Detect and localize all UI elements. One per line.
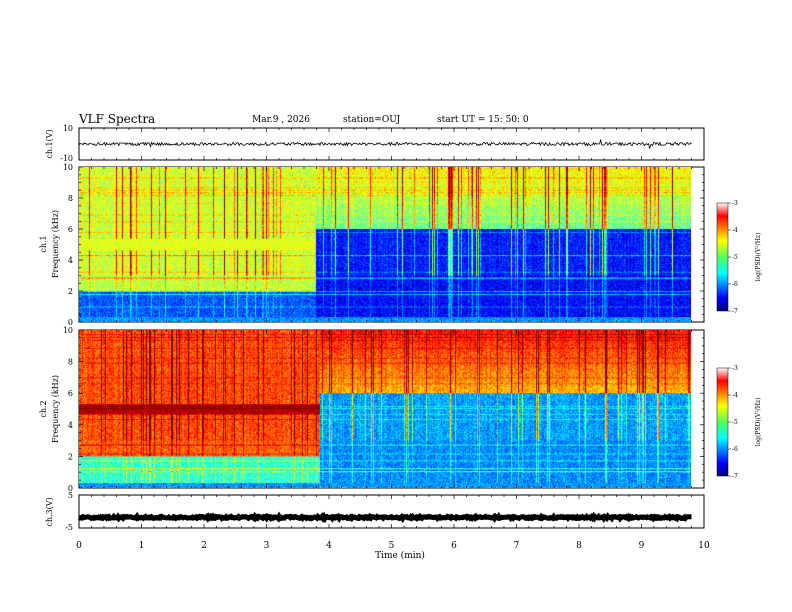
spec-ytick-label: 4 [68,256,73,265]
ch1-colorbar-label: log(PSD)(V²/Hz) [755,233,762,282]
ch1-ytick-label: 10 [63,124,73,133]
x-tick-label: 5 [389,541,395,551]
x-tick-label: 1 [139,541,145,551]
spec-ytick-label: 8 [68,358,73,367]
spec-ytick-label: 10 [63,163,73,172]
ch3-panel-frame [78,494,705,529]
ch3-ylabel: ch.3(V) [45,497,54,526]
spec-ytick-label: 0 [68,318,73,327]
spec-ytick-label: 2 [68,452,73,461]
colorbar-tick-label: -3 [732,200,738,207]
spec-ytick-label: 4 [68,421,73,430]
spec-ytick-label: 10 [63,326,73,335]
ch1-spec-ylabel: Frequency (kHz) [51,210,60,278]
ch1-waveform-trace [78,139,692,149]
start-time-label: start UT = 15: 50: 0 [437,115,529,125]
colorbar-tick-label: -7 [732,473,738,480]
spec-ytick-label: 2 [68,287,73,296]
colorbar-tick-label: -5 [732,419,738,426]
x-tick-label: 3 [264,541,270,551]
ch1-colorbar [716,202,729,312]
spec-ytick-label: 0 [68,484,73,493]
ch1-ylabel: ch.1(V) [45,129,54,158]
x-tick-label: 4 [326,541,332,551]
x-tick-label: 6 [451,541,457,551]
colorbar-tick-label: -6 [732,281,738,288]
ch1-spec-channel-label: ch.1 [39,235,48,252]
colorbar-tick-label: -3 [732,365,738,372]
spec-ytick-label: 6 [68,225,73,234]
date-label: Mar.9 , 2026 [252,115,310,125]
x-tick-label: 0 [76,541,82,551]
x-axis-label: Time (min) [375,550,425,561]
x-tick-label: 8 [576,541,582,551]
chart-title: VLF Spectra [79,112,156,126]
x-tick-label: 2 [201,541,207,551]
x-tick-label: 9 [639,541,645,551]
ch2-colorbar-label: log(PSD)(V²/Hz) [755,398,762,447]
ch2-spec-channel-label: ch.2 [39,400,48,417]
ch3-ytick-label: -5 [65,523,73,532]
colorbar-tick-label: -6 [732,446,738,453]
ch3-ytick-label: 5 [68,491,73,500]
station-label: station=OUJ [343,115,401,125]
colorbar-tick-label: -5 [732,254,738,261]
ch2-spec-ylabel: Frequency (kHz) [51,375,60,443]
ch2-colorbar [716,367,729,477]
ch1-spectrogram-image [79,167,691,322]
ch2-spectrogram-image [79,330,691,488]
ch1-ytick-label: -10 [60,154,73,163]
ch3-waveform-trace [78,511,692,524]
spec-ytick-label: 8 [68,194,73,203]
colorbar-tick-label: -7 [732,308,738,315]
colorbar-tick-label: -4 [732,227,738,234]
x-tick-label: 10 [698,541,710,551]
spec-ytick-label: 6 [68,389,73,398]
colorbar-tick-label: -4 [732,392,738,399]
x-tick-label: 7 [514,541,520,551]
